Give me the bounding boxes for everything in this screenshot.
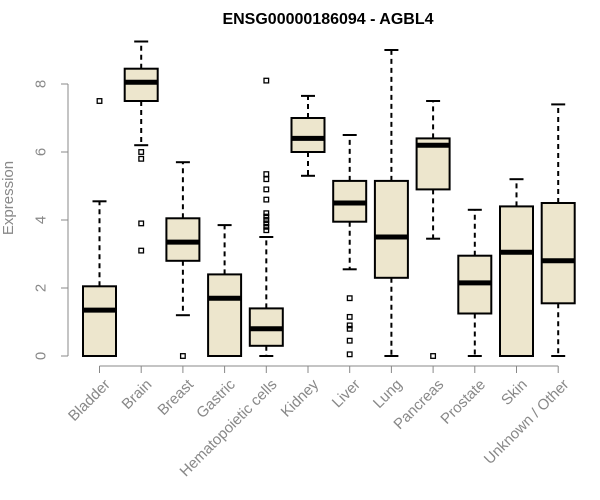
- x-tick-label: Kidney: [278, 376, 323, 421]
- box-group: [499, 178, 534, 357]
- outlier-point: [263, 220, 270, 227]
- y-tick-label: 2: [33, 284, 50, 292]
- outlier-point: [346, 295, 353, 302]
- box-group: [123, 40, 159, 254]
- box: [290, 117, 326, 153]
- outlier-point: [263, 227, 270, 234]
- y-tick-label: 4: [33, 216, 50, 224]
- outlier-point: [263, 77, 270, 84]
- box-group: [290, 94, 326, 177]
- outlier-point: [138, 155, 145, 162]
- outlier-point: [263, 171, 270, 178]
- box-group: [248, 77, 284, 357]
- outlier-point: [263, 223, 270, 230]
- box-group: [165, 161, 201, 359]
- outlier-point: [138, 149, 145, 155]
- y-axis-label: Expression: [0, 161, 17, 235]
- box: [540, 202, 576, 305]
- box-group: [82, 98, 117, 357]
- outlier-point: [346, 337, 353, 344]
- box: [207, 273, 243, 357]
- box: [499, 205, 534, 357]
- y-tick-label: 6: [33, 148, 50, 156]
- outlier-point: [263, 213, 270, 220]
- x-tick-label: Prostate: [437, 376, 489, 428]
- box-group: [457, 208, 493, 357]
- outlier-point: [430, 353, 437, 359]
- box-group: [540, 103, 576, 357]
- box: [82, 285, 117, 357]
- x-tick-label: Skin: [498, 376, 531, 409]
- x-tick-label: Lung: [370, 376, 406, 412]
- box: [165, 217, 201, 262]
- outlier-point: [96, 98, 103, 104]
- box-group: [373, 49, 409, 357]
- outlier-point: [263, 196, 270, 203]
- x-tick-label: Breast: [154, 376, 197, 419]
- outlier-point: [346, 325, 353, 332]
- box-group: [415, 100, 451, 359]
- box-group: [207, 224, 243, 357]
- outlier-point: [263, 176, 270, 183]
- outlier-point: [263, 217, 270, 223]
- outlier-point: [138, 247, 145, 254]
- x-tick-label: Brain: [119, 376, 156, 413]
- boxes: [82, 40, 576, 359]
- x-tick-label: Bladder: [65, 376, 114, 425]
- outlier-point: [263, 210, 270, 217]
- outlier-point: [179, 353, 186, 359]
- box: [123, 67, 159, 102]
- outlier-point: [138, 220, 145, 227]
- y-tick-label: 0: [33, 352, 50, 360]
- chart-title: ENSG00000186094 - AGBL4: [222, 11, 433, 28]
- box: [373, 179, 409, 279]
- box-group: [332, 134, 368, 358]
- outlier-point: [346, 313, 353, 320]
- outlier-point: [346, 322, 353, 329]
- axes: 0 2 4 6 8: [33, 80, 559, 373]
- outlier-point: [263, 186, 270, 193]
- outlier-point: [346, 351, 353, 358]
- y-tick-label: 8: [33, 80, 50, 88]
- x-tick-label: Liver: [329, 376, 364, 411]
